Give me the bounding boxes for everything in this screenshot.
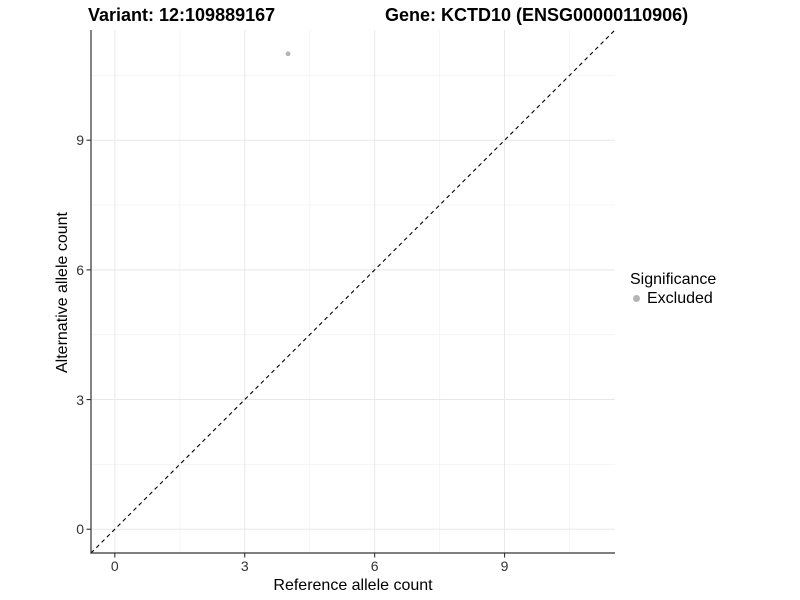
identity-dashed-line [90, 29, 616, 554]
x-axis-title: Reference allele count [273, 577, 433, 594]
y-tick-label: 6 [76, 261, 84, 278]
data-point [285, 51, 291, 57]
x-tick-label: 0 [110, 558, 119, 574]
x-tick-label: 3 [240, 558, 249, 574]
legend-entry-label: Excluded [647, 290, 713, 307]
y-tick-label: 9 [76, 132, 84, 149]
legend-entry-excluded: Excluded [630, 289, 716, 308]
plot-title-variant: Variant: 12:109889167 [88, 5, 276, 25]
y-tick-label: 0 [76, 521, 84, 538]
plot-title-gene: Gene: KCTD10 (ENSG00000110906) [385, 5, 689, 25]
legend-title: Significance [630, 271, 717, 288]
excluded-point-icon [633, 295, 640, 302]
y-tick-label: 3 [76, 391, 84, 408]
x-tick-label: 6 [370, 558, 379, 574]
legend: Significance Excluded [630, 270, 716, 308]
y-axis-title: Alternative allele count [54, 212, 71, 373]
x-tick-label: 9 [500, 558, 509, 574]
